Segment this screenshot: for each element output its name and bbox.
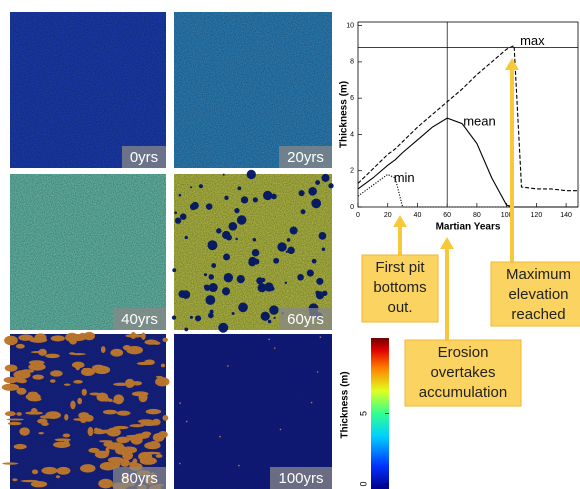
colorbar-label: Thickness (m) — [340, 371, 351, 438]
panels: 0yrs 20yrs 40yrs 60yrs 80yrs 100yrs — [1, 12, 334, 489]
callout: Erosion overtakes accumulation — [404, 237, 522, 407]
image-panel: 60yrs — [171, 169, 334, 333]
x-tick-label: 80 — [473, 212, 481, 219]
label-box — [270, 467, 332, 489]
callout-text: elevation — [508, 286, 568, 303]
label-box — [113, 308, 166, 330]
panel-label: 100yrs — [278, 470, 323, 487]
y-tick-label: 2 — [350, 168, 354, 175]
image-panel: 80yrs — [1, 331, 170, 489]
callout-box — [490, 261, 580, 327]
callout: First pit bottoms out. — [361, 215, 439, 323]
panel-label: 0yrs — [130, 149, 158, 166]
image-panel: 20yrs — [174, 12, 332, 168]
label-box — [122, 146, 166, 168]
colorbar-gradient — [371, 338, 389, 489]
x-tick-label: 40 — [414, 212, 422, 219]
series-label: min — [394, 170, 415, 185]
panel-texture — [10, 334, 166, 489]
image-panel: 0yrs — [10, 12, 166, 168]
callout-box — [404, 339, 522, 407]
y-tick-label: 0 — [350, 204, 354, 211]
callout-text: First pit — [375, 259, 425, 276]
callout: Maximum elevation reached — [490, 58, 580, 327]
x-tick-label: 140 — [560, 212, 572, 219]
colorbar-tick-label: 5 — [358, 411, 368, 416]
label-box — [279, 146, 332, 168]
panel-label: 40yrs — [121, 311, 158, 328]
arrow-head — [440, 237, 454, 249]
y-tick-label: 6 — [350, 95, 354, 102]
panel-texture — [174, 12, 332, 168]
callout-box — [361, 254, 439, 323]
panel-texture — [10, 174, 166, 330]
callout-text: out. — [387, 299, 412, 316]
colorbar-tick-label: 0 — [358, 481, 368, 486]
series-label: max — [520, 33, 545, 48]
x-tick-label: 20 — [384, 212, 392, 219]
callout-text: accumulation — [419, 384, 507, 401]
panel-label: 20yrs — [287, 149, 324, 166]
x-tick-label: 0 — [356, 212, 360, 219]
callout-text: overtakes — [430, 364, 495, 381]
panel-texture — [174, 334, 332, 489]
panel-texture — [174, 174, 332, 330]
callout-text: Maximum — [506, 266, 571, 283]
label-box — [279, 308, 332, 330]
panel-label: 80yrs — [121, 470, 158, 487]
callout-text: reached — [511, 306, 565, 323]
y-tick-label: 10 — [346, 22, 354, 29]
image-panel: 40yrs — [10, 174, 166, 330]
y-tick-label: 8 — [350, 59, 354, 66]
label-box — [113, 467, 166, 489]
y-tick-label: 4 — [350, 131, 354, 138]
callout-text: Erosion — [438, 344, 489, 361]
y-axis-label: Thickness (m) — [339, 81, 350, 148]
x-tick-label: 120 — [531, 212, 543, 219]
series-line — [357, 173, 578, 208]
x-tick-label: 60 — [443, 212, 451, 219]
colorbar: 0 5 Thickness (m) — [340, 338, 389, 489]
panel-texture — [10, 12, 166, 168]
callouts: First pit bottoms out. Erosion overtakes accu… — [361, 58, 580, 407]
series-line — [357, 117, 578, 208]
x-axis-label: Martian Years — [436, 222, 501, 233]
panel-label: 60yrs — [287, 311, 324, 328]
callout-text: bottoms — [373, 279, 426, 296]
series-line — [357, 44, 578, 192]
image-panel: 100yrs — [174, 334, 332, 489]
series-label: mean — [463, 114, 496, 129]
line-chart: 0 20 40 60 80 100 120 140 0 2 4 6 8 10 Martian Years Th… — [339, 21, 579, 233]
arrow-head — [393, 215, 407, 227]
arrow-head — [505, 58, 519, 70]
x-tick-label: 100 — [501, 212, 513, 219]
